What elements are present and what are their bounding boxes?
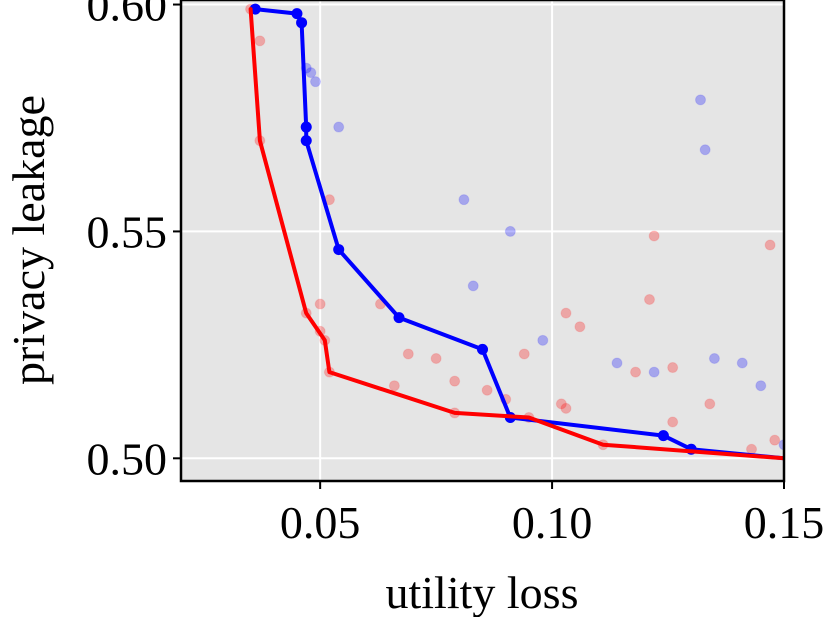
scatter-point	[430, 352, 442, 364]
scatter-point	[402, 348, 414, 360]
scatter-point	[388, 380, 400, 392]
y-tick-label: 0.55	[87, 206, 168, 257]
scatter-point	[648, 230, 660, 242]
scatter-point	[667, 416, 679, 428]
frontier-point	[300, 135, 312, 147]
frontier-point	[296, 17, 308, 29]
plot-area	[181, 0, 784, 481]
scatter-point	[648, 366, 660, 378]
scatter-point	[695, 94, 707, 106]
frontier-point	[477, 343, 488, 355]
axis-ticks: 0.05 0.10 0.15 0.50 0.55 0.60	[87, 0, 825, 548]
scatter-point	[708, 352, 720, 364]
scatter-point	[504, 225, 516, 237]
y-tick-label: 0.50	[87, 433, 168, 484]
scatter-point	[449, 375, 461, 387]
data-marks	[245, 3, 784, 461]
y-tick-label: 0.60	[87, 0, 168, 31]
scatter-point	[699, 144, 711, 156]
scatter-point	[643, 293, 655, 305]
x-tick-label: 0.10	[512, 497, 593, 548]
scatter-point	[704, 398, 716, 410]
scatter-point	[764, 239, 776, 251]
x-tick-label: 0.05	[280, 497, 361, 548]
scatter-point	[746, 443, 758, 455]
frontier-point	[333, 244, 345, 256]
scatter-point	[555, 398, 567, 410]
scatter-point	[574, 321, 586, 333]
frontier-point	[393, 312, 405, 324]
scatter-point	[560, 307, 572, 319]
scatter-point	[314, 298, 326, 310]
scatter-point	[611, 357, 623, 369]
scatter-point	[254, 35, 266, 47]
x-axis-label: utility loss	[386, 567, 579, 617]
scatter-point	[310, 76, 322, 88]
scatter-point	[518, 348, 530, 360]
scatter-point	[736, 357, 748, 369]
frontier-point	[657, 430, 669, 442]
scatter-point	[560, 402, 572, 414]
scatter-point	[467, 280, 479, 292]
frontier-point	[300, 121, 312, 133]
scatter-point	[755, 380, 767, 392]
plot-frame	[179, 0, 786, 483]
frontier-point	[291, 8, 303, 20]
scatter-point	[481, 384, 493, 396]
scatter-point	[333, 121, 345, 133]
y-axis-label: privacy leakage	[3, 95, 54, 385]
x-tick-label: 0.15	[744, 497, 825, 548]
scatter-point	[630, 366, 642, 378]
scatter-point	[458, 194, 470, 206]
scatter-point	[667, 362, 679, 374]
scatter-point	[537, 334, 549, 346]
scatter-point	[769, 434, 781, 446]
frontier-line	[248, 7, 784, 461]
scatter-point	[305, 67, 317, 79]
